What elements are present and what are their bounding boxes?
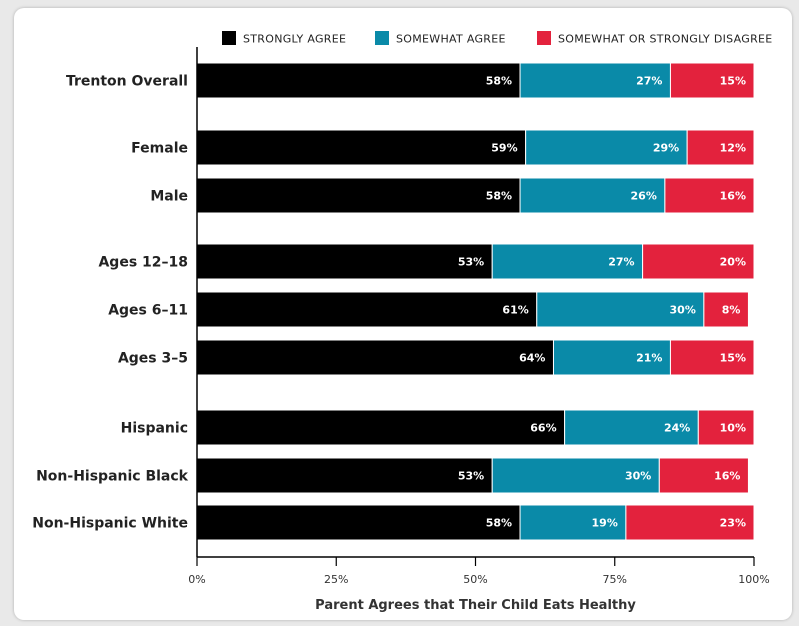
category-label: Ages 6–11 [108, 303, 188, 319]
value-label: 30% [625, 470, 651, 483]
legend-swatch [222, 31, 236, 45]
bar-segment [519, 177, 666, 214]
legend-label: STRONGLY AGREE [243, 33, 346, 46]
category-label: Non-Hispanic White [32, 516, 188, 532]
value-label: 21% [636, 352, 662, 365]
value-label: 26% [631, 190, 657, 203]
legend-label: SOMEWHAT AGREE [396, 33, 506, 46]
value-label: 29% [653, 142, 679, 155]
value-label: 53% [458, 256, 484, 269]
value-label: 8% [722, 304, 741, 317]
bar-segment [196, 504, 521, 541]
category-label: Female [131, 141, 188, 157]
bar-segment [196, 339, 554, 376]
bar-segment [552, 339, 671, 376]
x-tick-label: 25% [324, 573, 348, 586]
legend-swatch [537, 31, 551, 45]
bar-segment [519, 504, 627, 541]
value-label: 16% [714, 470, 740, 483]
bar-segment [697, 409, 755, 446]
value-label: 15% [720, 75, 746, 88]
x-tick-label: 50% [463, 573, 487, 586]
bar-segment [536, 291, 705, 328]
bar-segment [669, 62, 755, 99]
value-label: 58% [486, 75, 512, 88]
value-label: 23% [720, 517, 746, 530]
bar-segment [196, 243, 493, 280]
bar-segment [642, 243, 755, 280]
bar-segment [196, 177, 521, 214]
value-label: 59% [491, 142, 517, 155]
category-label: Non-Hispanic Black [36, 469, 189, 485]
x-tick-label: 100% [738, 573, 769, 586]
bar-segment [519, 62, 671, 99]
bar-segment [703, 291, 749, 328]
bar-segment [525, 129, 688, 166]
value-label: 30% [670, 304, 696, 317]
bar-segment [564, 409, 699, 446]
value-label: 66% [530, 422, 556, 435]
value-label: 27% [636, 75, 662, 88]
bar-segment [196, 129, 527, 166]
value-label: 16% [720, 190, 746, 203]
category-label: Ages 12–18 [98, 255, 188, 271]
value-label: 58% [486, 190, 512, 203]
category-label: Male [150, 189, 188, 205]
value-label: 27% [608, 256, 634, 269]
legend-label: SOMEWHAT OR STRONGLY DISAGREE [558, 33, 773, 46]
bar-segment [196, 457, 493, 494]
value-label: 20% [720, 256, 746, 269]
value-label: 15% [720, 352, 746, 365]
value-label: 53% [458, 470, 484, 483]
bar-segment [625, 504, 755, 541]
value-label: 61% [502, 304, 528, 317]
value-label: 24% [664, 422, 690, 435]
bar-segment [491, 457, 660, 494]
value-label: 64% [519, 352, 545, 365]
bar-segment [658, 457, 749, 494]
bar-segment [686, 129, 755, 166]
category-label: Ages 3–5 [118, 351, 188, 367]
x-tick-label: 0% [188, 573, 205, 586]
value-label: 58% [486, 517, 512, 530]
bar-segment [669, 339, 755, 376]
bar-segment [196, 409, 566, 446]
bar-segment [196, 62, 521, 99]
legend-swatch [375, 31, 389, 45]
value-label: 10% [720, 422, 746, 435]
x-axis-label: Parent Agrees that Their Child Eats Heal… [315, 598, 636, 613]
value-label: 19% [592, 517, 618, 530]
x-tick-label: 75% [603, 573, 627, 586]
value-label: 12% [720, 142, 746, 155]
bar-segment [196, 291, 538, 328]
category-label: Hispanic [121, 421, 188, 437]
category-label: Trenton Overall [66, 74, 188, 90]
bar-segment [664, 177, 755, 214]
